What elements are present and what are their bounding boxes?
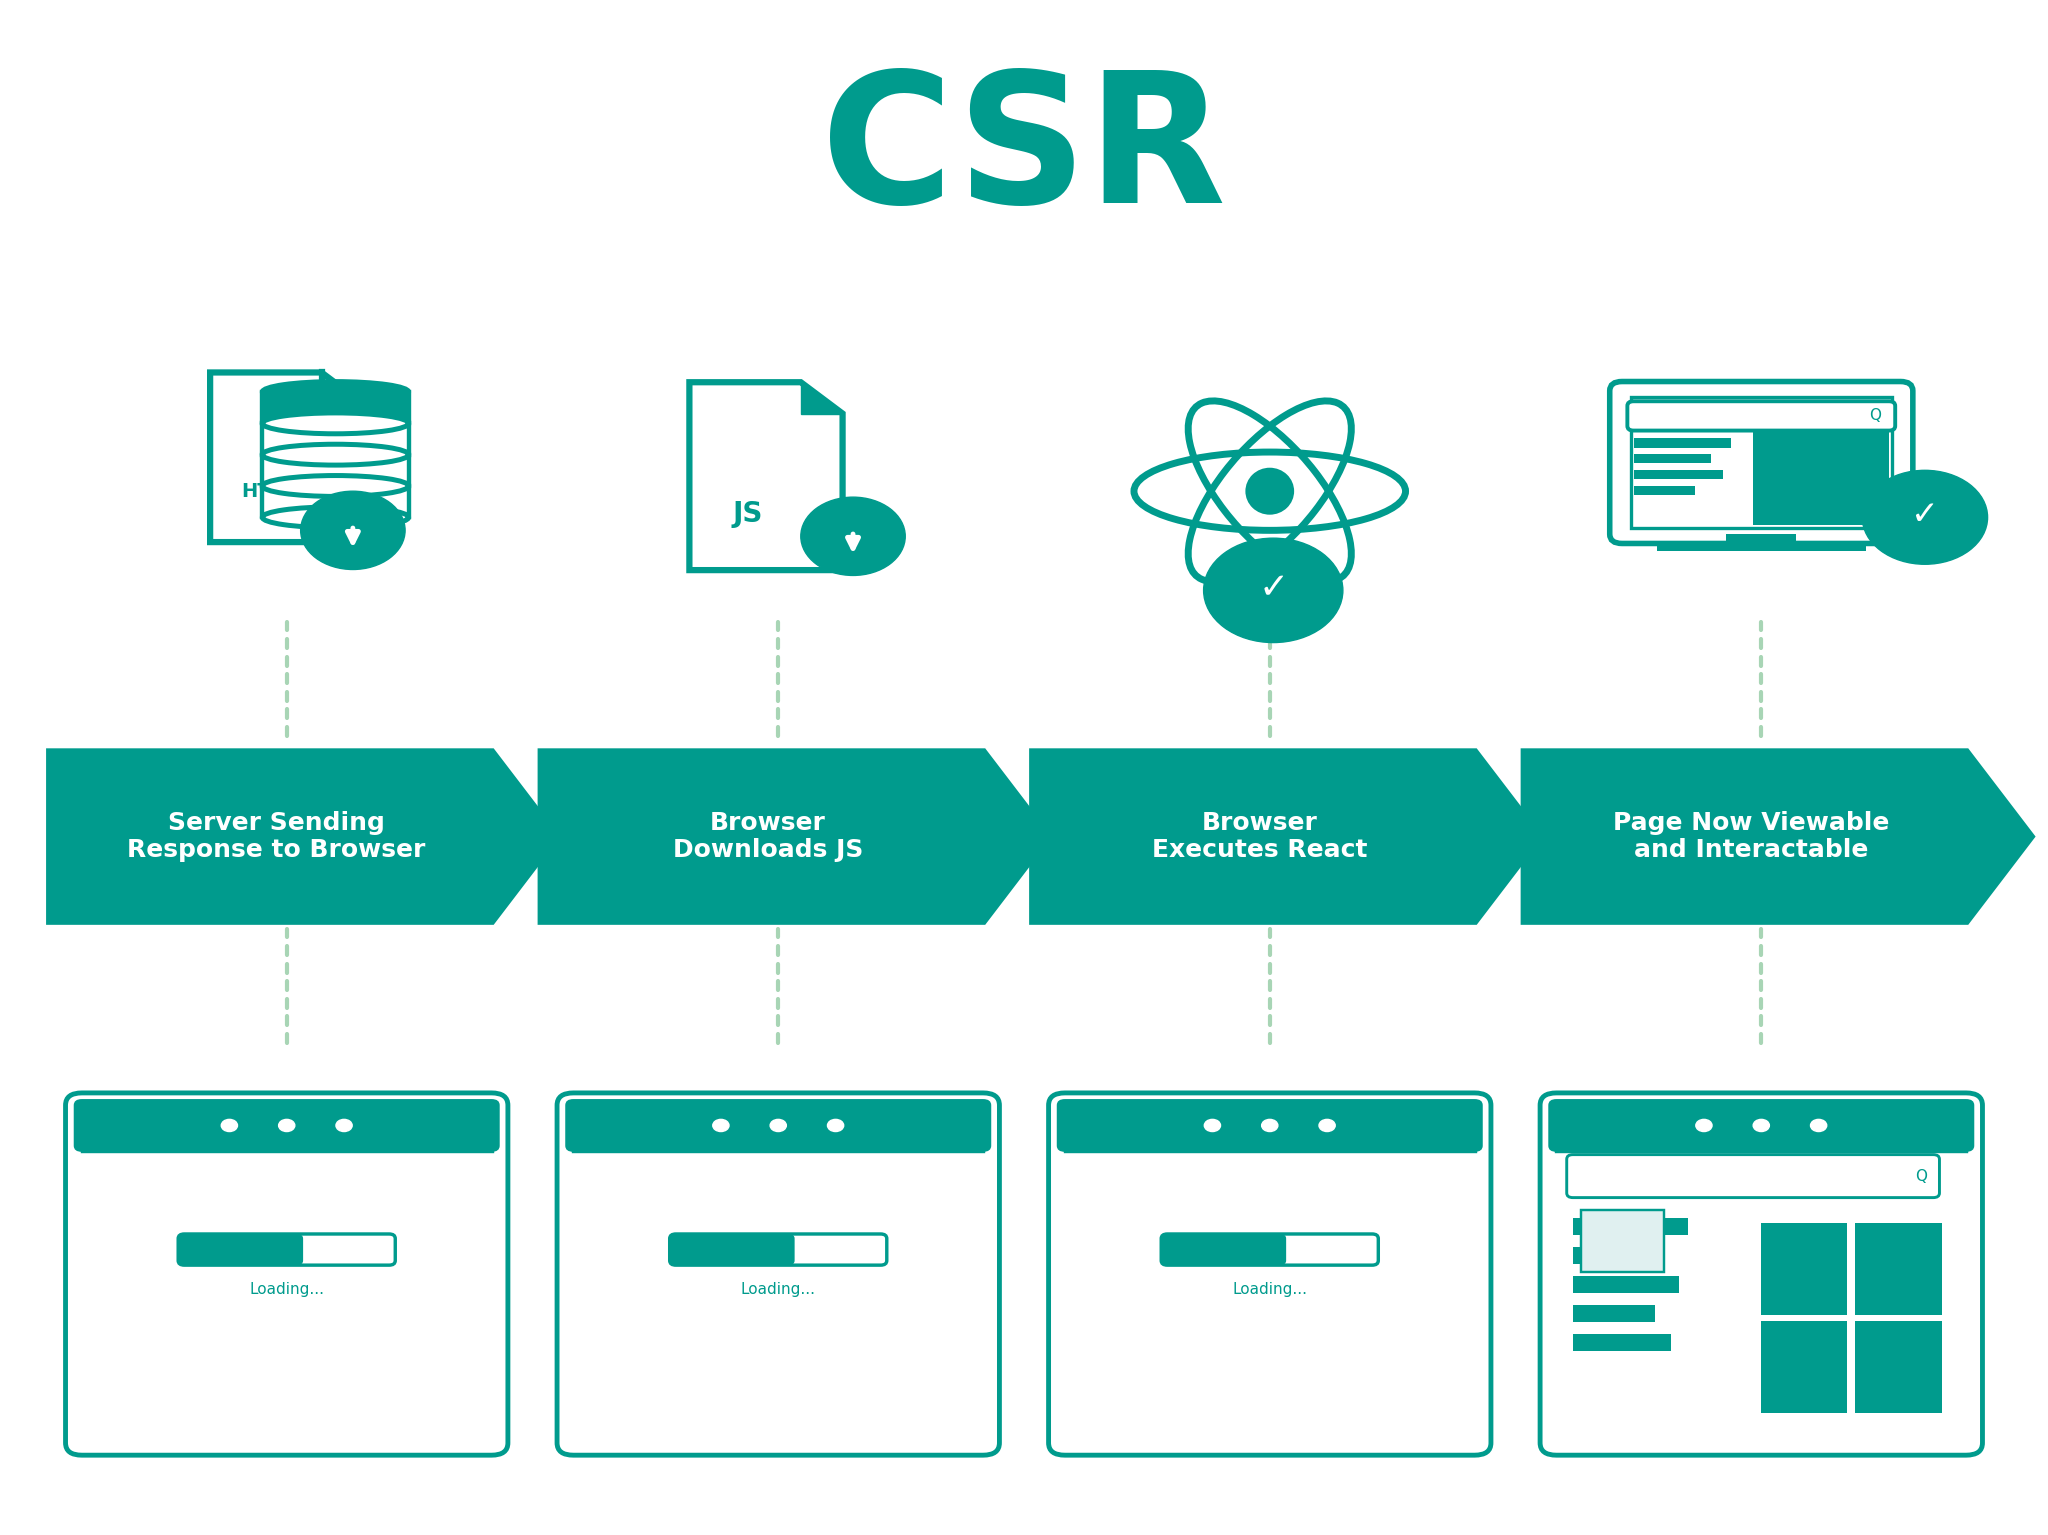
FancyBboxPatch shape (670, 1234, 795, 1265)
Polygon shape (82, 1130, 492, 1145)
Text: Server Sending
Response to Browser: Server Sending Response to Browser (127, 810, 426, 863)
Polygon shape (690, 382, 842, 569)
Circle shape (279, 1119, 295, 1131)
Circle shape (1262, 1119, 1278, 1131)
Bar (262, 487, 410, 517)
Polygon shape (1028, 748, 1544, 924)
Circle shape (1753, 1119, 1769, 1131)
Circle shape (336, 1119, 352, 1131)
Circle shape (801, 497, 905, 576)
Text: Q: Q (1870, 408, 1882, 424)
Text: HTML: HTML (242, 482, 303, 500)
Bar (1761, 1322, 1847, 1412)
Polygon shape (47, 748, 561, 924)
Circle shape (1696, 1119, 1712, 1131)
Text: Q: Q (1915, 1168, 1927, 1183)
Bar (1634, 454, 1712, 464)
Bar (1761, 1223, 1847, 1314)
Circle shape (301, 491, 406, 569)
Bar (1855, 1223, 1942, 1314)
Text: Browser
Executes React: Browser Executes React (1151, 810, 1368, 863)
FancyBboxPatch shape (1057, 1099, 1483, 1151)
FancyBboxPatch shape (66, 1093, 508, 1455)
Ellipse shape (1245, 468, 1294, 514)
FancyBboxPatch shape (1540, 1093, 1982, 1455)
Bar (1573, 1246, 1663, 1265)
Circle shape (221, 1119, 238, 1131)
Circle shape (713, 1119, 729, 1131)
Text: CSR: CSR (821, 66, 1227, 241)
FancyBboxPatch shape (1161, 1234, 1286, 1265)
Ellipse shape (262, 382, 410, 402)
FancyBboxPatch shape (74, 1099, 500, 1151)
Polygon shape (537, 748, 1053, 924)
Bar (262, 454, 410, 487)
FancyBboxPatch shape (565, 1099, 991, 1151)
Polygon shape (573, 1130, 983, 1145)
Bar (1634, 437, 1731, 448)
Circle shape (1204, 1119, 1221, 1131)
FancyBboxPatch shape (1628, 401, 1894, 430)
Circle shape (770, 1119, 786, 1131)
FancyBboxPatch shape (1049, 1093, 1491, 1455)
Bar (1573, 1305, 1655, 1323)
Bar (1657, 545, 1866, 551)
Text: Page Now Viewable
and Interactable: Page Now Viewable and Interactable (1614, 810, 1890, 863)
Circle shape (1810, 1119, 1827, 1131)
Circle shape (827, 1119, 844, 1131)
Text: ✓: ✓ (1911, 499, 1939, 531)
Polygon shape (1556, 1130, 1966, 1145)
Circle shape (1862, 470, 1987, 565)
Ellipse shape (262, 476, 410, 496)
Bar (262, 391, 410, 424)
Ellipse shape (262, 444, 410, 465)
FancyBboxPatch shape (178, 1234, 303, 1265)
Bar (1726, 534, 1796, 545)
Polygon shape (1065, 1130, 1475, 1145)
Text: ✓: ✓ (1257, 571, 1288, 605)
Bar (1634, 485, 1696, 496)
Text: Loading...: Loading... (250, 1282, 324, 1297)
Polygon shape (801, 382, 842, 413)
FancyBboxPatch shape (1630, 398, 1892, 528)
Ellipse shape (262, 413, 410, 434)
Bar (1573, 1217, 1688, 1236)
Bar (1581, 1210, 1665, 1273)
FancyBboxPatch shape (1610, 382, 1913, 543)
Bar (1753, 431, 1888, 525)
Text: JS: JS (733, 500, 762, 528)
FancyBboxPatch shape (178, 1234, 395, 1265)
Bar (1573, 1334, 1671, 1351)
Text: Loading...: Loading... (1233, 1282, 1307, 1297)
Bar (1634, 470, 1722, 479)
FancyBboxPatch shape (670, 1234, 887, 1265)
Circle shape (1204, 539, 1343, 643)
FancyBboxPatch shape (1548, 1099, 1974, 1151)
FancyBboxPatch shape (557, 1093, 999, 1455)
Text: Loading...: Loading... (741, 1282, 815, 1297)
Bar (1573, 1276, 1679, 1294)
Bar (1855, 1322, 1942, 1412)
FancyBboxPatch shape (1567, 1154, 1939, 1197)
FancyBboxPatch shape (1161, 1234, 1378, 1265)
Circle shape (1319, 1119, 1335, 1131)
Ellipse shape (262, 507, 410, 528)
Text: Browser
Downloads JS: Browser Downloads JS (674, 810, 864, 863)
Bar (262, 424, 410, 454)
Polygon shape (1520, 748, 2036, 924)
Polygon shape (211, 373, 356, 542)
